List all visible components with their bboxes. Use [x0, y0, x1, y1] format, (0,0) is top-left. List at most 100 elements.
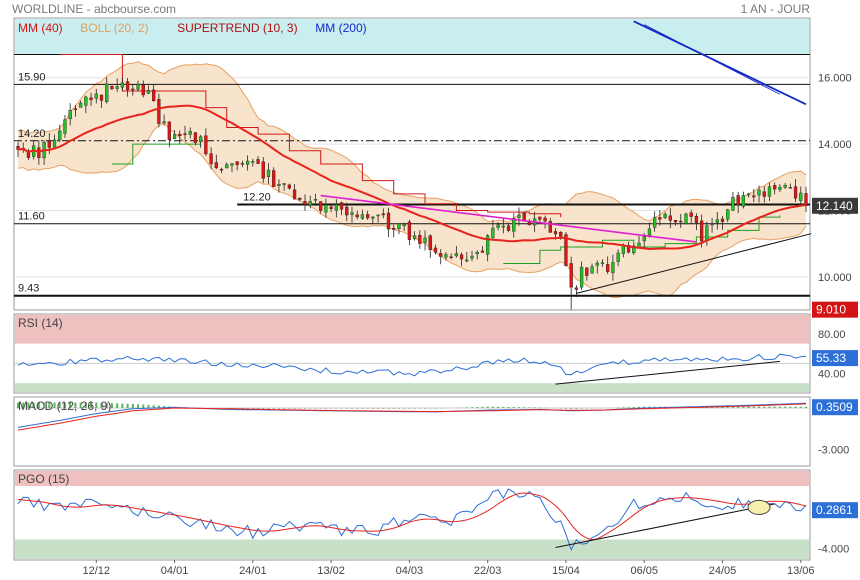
candle-body — [579, 266, 584, 288]
candle-body — [564, 234, 568, 266]
rsi-value-label: 55.33 — [816, 351, 846, 365]
candle-body — [68, 110, 72, 119]
candle-body — [626, 245, 631, 253]
candle-body — [585, 267, 589, 276]
last-price-box — [812, 197, 858, 214]
candle-body — [167, 121, 171, 140]
candle-body — [705, 225, 709, 242]
candle-body — [272, 170, 276, 187]
candle-body — [219, 168, 224, 171]
candle-body — [548, 221, 552, 233]
macd-y-tick-label: -3.000 — [818, 444, 849, 456]
candle-body — [512, 218, 516, 232]
candle-body — [642, 236, 646, 242]
candle-body — [282, 183, 286, 185]
candle-body — [444, 254, 448, 258]
candle-body — [778, 186, 782, 190]
candle-body — [183, 133, 187, 135]
x-axis-label: 24/01 — [239, 565, 267, 577]
candle-body — [793, 186, 798, 199]
candle-body — [256, 159, 260, 164]
price-level-label: 15.90 — [18, 71, 46, 83]
candle-body — [94, 93, 98, 99]
price-y-tick-label: 14.000 — [818, 139, 852, 151]
resistance-trendline — [320, 194, 697, 243]
candle-body — [433, 247, 438, 253]
candle-body — [308, 201, 312, 206]
rsi-line — [17, 353, 807, 377]
candle-body — [726, 209, 730, 220]
candle-body — [366, 214, 370, 219]
candle-body — [345, 206, 349, 216]
candle-body — [475, 252, 479, 255]
candle-body — [152, 89, 156, 102]
candle-body — [418, 235, 422, 244]
candle-body — [741, 195, 746, 207]
ma40-line — [17, 104, 807, 251]
candle-body — [736, 195, 740, 206]
candle-body — [157, 98, 161, 124]
candle-body — [553, 231, 558, 235]
candle-body — [141, 84, 145, 96]
candle-body — [595, 262, 599, 266]
candle-body — [799, 192, 803, 201]
candle-body — [319, 201, 323, 211]
macd-value-label: 0.3509 — [816, 400, 853, 414]
candle-body — [439, 253, 443, 257]
pgo-signal-line — [17, 492, 807, 541]
candle-body — [235, 161, 239, 165]
candle-body — [710, 223, 714, 226]
candle-body — [292, 189, 297, 200]
candle-body — [679, 220, 683, 223]
candle-body — [647, 228, 652, 236]
pgo-overbought-zone — [15, 471, 809, 487]
candle-body — [240, 163, 245, 165]
candle-body — [324, 204, 328, 213]
candle-body — [266, 169, 271, 177]
candle-body — [402, 223, 406, 227]
price-y-tick-label: 16.000 — [818, 73, 852, 85]
pgo-line — [17, 488, 807, 551]
supertrend-up-line — [111, 143, 201, 165]
candle-body — [668, 215, 672, 221]
rsi-y-tick-label: 80.00 — [818, 329, 846, 341]
candle-body — [491, 227, 495, 238]
candle-body — [392, 228, 396, 230]
price-level-label: 14.20 — [18, 128, 46, 140]
candle-body — [606, 264, 610, 272]
candle-body — [371, 216, 375, 219]
candle-body — [350, 212, 354, 215]
candle-body — [746, 193, 751, 196]
candle-body — [752, 195, 756, 198]
candle-body — [600, 262, 605, 264]
candle-body — [684, 213, 688, 225]
support-trendline — [576, 233, 812, 294]
price-upper-zone — [15, 19, 809, 55]
candle-body — [230, 163, 234, 166]
candle-body — [172, 134, 177, 139]
candle-body — [632, 245, 636, 254]
candle-body — [783, 185, 787, 188]
candle-body — [58, 130, 62, 141]
candle-body — [465, 259, 469, 262]
rsi-value-box — [812, 350, 858, 367]
pgo-y-tick-label: -4.000 — [818, 543, 849, 555]
candle-body — [89, 97, 93, 101]
candle-body — [78, 102, 83, 108]
candle-body — [470, 255, 474, 259]
candle-body — [423, 237, 427, 243]
candle-body — [188, 131, 192, 135]
candle-body — [773, 185, 777, 190]
candle-body — [658, 217, 662, 220]
price-legend-item: BOLL (20, 2) — [80, 21, 148, 35]
candle-body — [715, 219, 719, 223]
candle-body — [125, 81, 130, 91]
candle-body — [110, 85, 114, 90]
candle-body — [287, 184, 292, 189]
candle-body — [449, 256, 453, 258]
candle-body — [47, 140, 51, 148]
candle-body — [653, 217, 657, 228]
candle-body — [105, 83, 109, 102]
pgo-highlight-circle — [747, 499, 771, 515]
